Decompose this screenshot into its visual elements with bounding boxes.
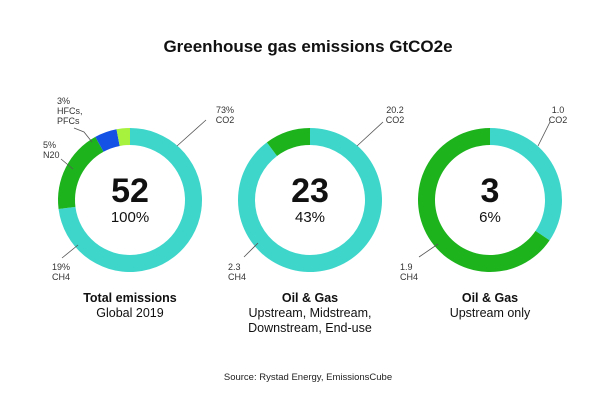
donut-1-label-hfcs: 3%	[57, 96, 70, 106]
donut-1-caption-line: Global 2019	[96, 306, 163, 320]
donut-3-caption-line: Upstream only	[450, 306, 531, 320]
donut-1-label-ch4: CH4	[52, 272, 70, 282]
donut-2-label-ch4: 2.3	[228, 262, 241, 272]
donut-1-center-value: 52	[111, 172, 149, 210]
donut-1-label-n2o: 5%	[43, 140, 56, 150]
donut-1-label-ch4: 19%	[52, 262, 70, 272]
donut-1-leader-n2o	[60, 158, 74, 170]
donut-3-leader-co2	[537, 121, 551, 147]
chart-title: Greenhouse gas emissions GtCO2e	[163, 37, 452, 56]
donut-3-label-ch4: 1.9	[400, 262, 413, 272]
donut-1-center-percent: 100%	[111, 209, 149, 226]
donut-2-caption-line: Oil & Gas	[282, 291, 338, 305]
donut-3-leader-ch4	[418, 243, 439, 258]
donut-1-slice-n2o	[95, 129, 120, 152]
donut-2-center-value: 23	[291, 172, 329, 210]
donut-3-slice-co2	[490, 128, 562, 241]
donut-3-label-co2: 1.0	[552, 105, 565, 115]
donut-2-leader-ch4	[243, 242, 259, 258]
donut-2-caption-line: Downstream, End-use	[248, 321, 372, 335]
donut-3-caption-line: Oil & Gas	[462, 291, 518, 305]
donut-3-label-co2: CO2	[549, 115, 568, 125]
donut-2-label-ch4: CH4	[228, 272, 246, 282]
donut-3-center-percent: 6%	[479, 209, 501, 226]
donut-2-leader-co2	[356, 121, 384, 147]
donut-1-label-co2: 73%	[216, 105, 234, 115]
donut-group: 73%CO219%CH45%N203%HFCs,PFCs52100%Total …	[43, 96, 567, 335]
donut-2-label-co2: CO2	[386, 115, 405, 125]
donut-1-slice-ch4	[58, 136, 104, 210]
donut-1-leader-hfcs	[73, 127, 93, 143]
donut-1-label-hfcs: PFCs	[57, 116, 80, 126]
donut-3-label-ch4: CH4	[400, 272, 418, 282]
donut-1-label-co2: CO2	[216, 115, 235, 125]
source-note: Source: Rystad Energy, EmissionsCube	[224, 372, 392, 383]
donut-1-label-n2o: N20	[43, 150, 60, 160]
donut-2-slice-ch4	[266, 128, 310, 156]
donut-1-slice-hfcs	[116, 128, 130, 146]
donut-2-center-percent: 43%	[295, 209, 325, 226]
donut-2-caption-line: Upstream, Midstream,	[249, 306, 372, 320]
donut-1-leader-co2	[176, 119, 207, 147]
donut-1-leader-ch4	[61, 244, 79, 259]
donut-1-caption-line: Total emissions	[83, 291, 177, 305]
donut-3-center-value: 3	[481, 172, 500, 210]
donut-1-label-hfcs: HFCs,	[57, 106, 83, 116]
donut-2-label-co2: 20.2	[386, 105, 404, 115]
